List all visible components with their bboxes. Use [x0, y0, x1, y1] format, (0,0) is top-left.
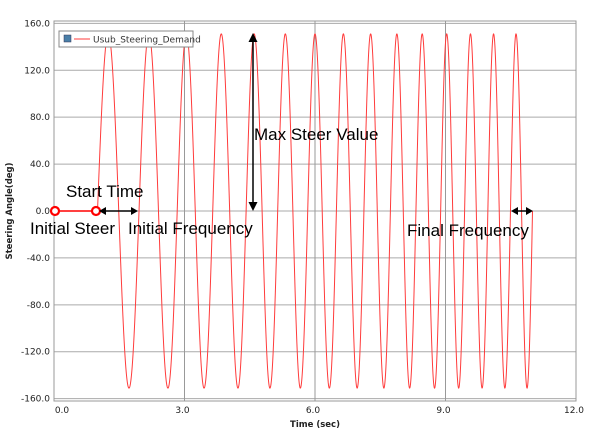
annotations: Start Time Initial Steer Initial Frequen…: [30, 33, 533, 240]
y-tick-label: 120.0: [24, 66, 50, 76]
y-tick-label: -160.0: [21, 395, 50, 405]
initial-frequency-arrow: [99, 207, 138, 215]
final-frequency-arrow: [511, 207, 533, 215]
y-tick-label: 160.0: [24, 19, 50, 29]
start-time-marker: [90, 205, 102, 217]
x-tick-label: 9.0: [436, 406, 451, 416]
series-line-usub-steering-demand: [54, 33, 533, 389]
y-tick-label: 40.0: [30, 160, 50, 170]
x-tick-label: 6.0: [306, 406, 321, 416]
legend[interactable]: Usub_Steering_Demand: [58, 30, 201, 48]
x-tick-label: 3.0: [175, 406, 190, 416]
legend-checkbox-icon[interactable]: [63, 34, 72, 43]
annotation-final-frequency: Final Frequency: [407, 221, 529, 240]
legend-box: [58, 30, 194, 48]
annotation-start-time: Start Time: [66, 182, 143, 201]
y-tick-label: -40.0: [27, 254, 51, 264]
y-axis-label: Steering Angle(deg): [5, 162, 15, 259]
y-tick-label: -80.0: [27, 301, 51, 311]
x-axis-label: Time (sec): [290, 420, 340, 430]
max-steer-arrow: [248, 33, 258, 211]
annotation-initial-steer: Initial Steer: [30, 219, 115, 238]
initial-steer-marker: [49, 205, 61, 217]
legend-entry: Usub_Steering_Demand: [93, 36, 201, 46]
ticks: 160.0 120.0 80.0 40.0 0.0 -40.0 -80.0 -120.0 -16…: [21, 19, 584, 416]
y-tick-label: -120.0: [21, 348, 50, 358]
x-tick-label: 0.0: [55, 406, 70, 416]
annotation-initial-frequency: Initial Frequency: [128, 219, 253, 238]
y-tick-label: 0.0: [36, 207, 51, 217]
y-tick-label: 80.0: [30, 113, 50, 123]
x-tick-label: 12.0: [564, 406, 584, 416]
annotation-max-steer-value: Max Steer Value: [254, 125, 378, 144]
